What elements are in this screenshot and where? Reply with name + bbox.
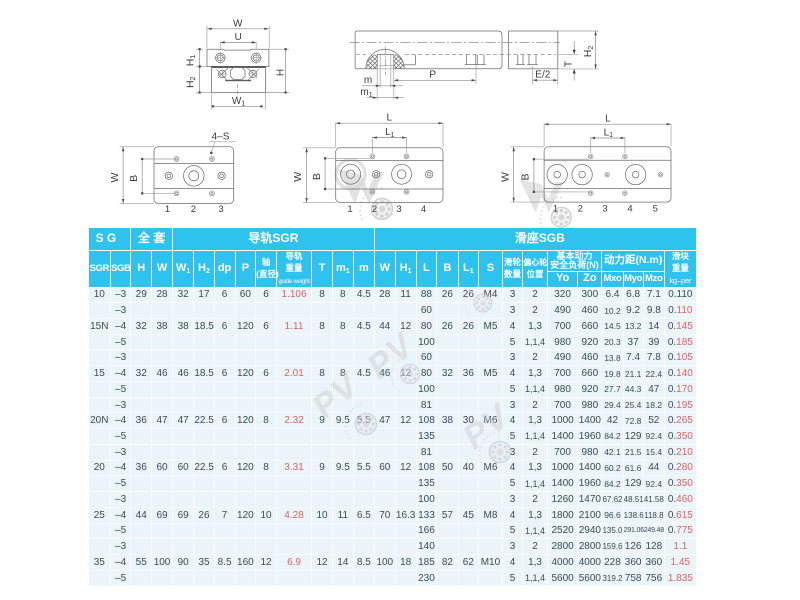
svg-text:H2: H2 (184, 76, 197, 88)
svg-text:3: 3 (602, 204, 607, 215)
svg-text:W: W (499, 172, 511, 182)
svg-text:T: T (563, 60, 575, 67)
svg-text:L: L (387, 113, 393, 124)
svg-text:W1: W1 (232, 96, 245, 108)
svg-text:4: 4 (421, 204, 426, 215)
svg-text:B: B (520, 173, 532, 180)
svg-text:1: 1 (165, 204, 170, 215)
svg-text:4–S: 4–S (212, 132, 230, 143)
svg-text:B: B (128, 175, 140, 182)
svg-text:3: 3 (396, 204, 401, 215)
svg-text:B: B (311, 173, 323, 180)
svg-text:m: m (364, 75, 372, 86)
svg-text:W: W (292, 172, 304, 182)
svg-text:5: 5 (653, 204, 658, 215)
svg-text:L1: L1 (604, 127, 614, 139)
svg-text:2: 2 (578, 204, 583, 215)
svg-text:H2: H2 (582, 46, 595, 58)
svg-text:H: H (275, 69, 286, 76)
svg-text:U: U (235, 32, 242, 43)
svg-text:1: 1 (347, 204, 352, 215)
svg-text:E/2: E/2 (535, 70, 550, 81)
svg-text:2: 2 (372, 204, 377, 215)
svg-text:P: P (429, 70, 436, 81)
svg-text:W: W (233, 18, 243, 29)
svg-text:L: L (605, 114, 611, 125)
svg-text:1: 1 (553, 204, 558, 215)
svg-text:L1: L1 (385, 127, 395, 139)
svg-text:W: W (109, 172, 121, 182)
svg-text:m1: m1 (360, 87, 372, 99)
svg-text:4: 4 (627, 204, 632, 215)
svg-text:3: 3 (218, 204, 223, 215)
svg-text:H1: H1 (184, 55, 197, 67)
svg-text:2: 2 (191, 204, 196, 215)
